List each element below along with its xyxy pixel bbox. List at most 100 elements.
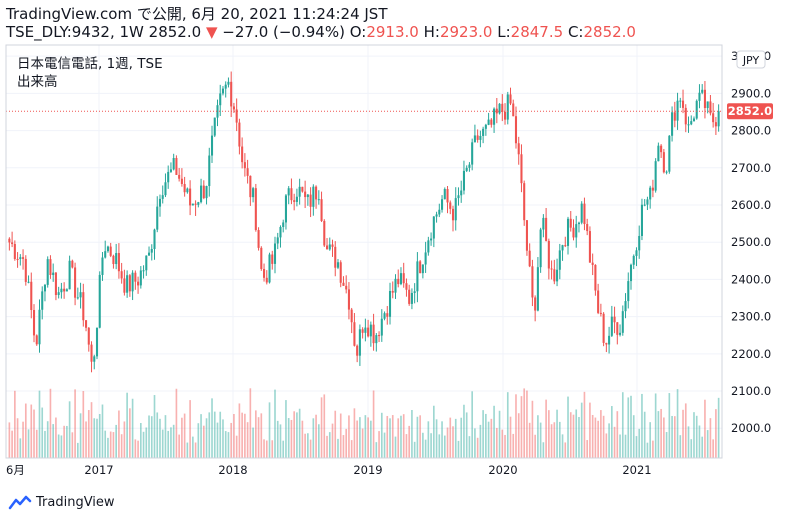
volume-bar xyxy=(238,403,241,458)
volume-bar xyxy=(665,432,668,458)
candle-body xyxy=(695,100,698,119)
candle-body xyxy=(460,190,463,196)
volume-bar xyxy=(71,432,74,458)
candle-body xyxy=(210,135,214,156)
volume-bar xyxy=(323,394,326,458)
candle-body xyxy=(610,316,613,336)
candle-body xyxy=(479,135,482,140)
volume-bar xyxy=(479,424,482,458)
candle-body xyxy=(701,89,704,93)
chart-grid xyxy=(6,45,722,458)
candle-body xyxy=(325,245,329,250)
volume-bar xyxy=(175,388,178,458)
candle-body xyxy=(646,199,649,205)
volume-bar xyxy=(178,434,180,458)
candle-body xyxy=(112,255,115,265)
candle-body xyxy=(449,202,452,209)
volume-bar xyxy=(424,439,427,458)
candle-body xyxy=(183,183,186,193)
volume-bar xyxy=(307,433,309,458)
time-axis[interactable]: 6月 2017 2018 2019 2020 2021 xyxy=(6,463,652,477)
candle-body xyxy=(194,203,197,205)
candle-body xyxy=(32,310,36,336)
volume-bar xyxy=(118,410,120,458)
candle-body xyxy=(22,257,25,259)
candle-body xyxy=(572,227,575,238)
volume-bar xyxy=(137,440,139,458)
volume-bar xyxy=(134,439,137,458)
volume-bar xyxy=(38,390,41,458)
candle-body xyxy=(35,335,38,345)
volume-bar xyxy=(652,440,654,458)
candle-body xyxy=(87,327,90,345)
candle-body xyxy=(627,281,630,302)
candle-body xyxy=(413,291,416,293)
volume-bar xyxy=(526,390,528,458)
volume-bar xyxy=(8,422,11,458)
candle-body xyxy=(550,268,553,270)
candle-body xyxy=(219,93,222,106)
y-tick-label: 2900.0 xyxy=(731,86,771,100)
candle-body xyxy=(24,258,27,282)
volume-bar xyxy=(405,434,408,458)
volume-bar xyxy=(397,418,400,458)
volume-bar xyxy=(643,411,646,458)
volume-bar xyxy=(107,437,109,458)
candle-body xyxy=(556,269,559,282)
volume-bar xyxy=(408,425,411,458)
candle-body xyxy=(142,270,145,272)
currency-button[interactable]: JPY xyxy=(736,50,766,69)
candle-body xyxy=(586,224,589,232)
currency-label: JPY xyxy=(742,54,760,67)
candle-body xyxy=(106,246,109,252)
volume-bar xyxy=(104,430,107,458)
volume-bar xyxy=(131,398,134,458)
candle-body xyxy=(405,283,408,290)
volume-bar xyxy=(85,421,87,458)
plot-frame xyxy=(5,44,723,459)
candle-body xyxy=(115,253,118,265)
volume-bar xyxy=(575,409,578,458)
candle-body xyxy=(706,101,709,109)
candle-body xyxy=(419,261,422,274)
volume-bar xyxy=(216,422,219,458)
candle-body xyxy=(205,186,208,199)
candle-body xyxy=(323,220,326,246)
candle-body xyxy=(93,356,96,362)
volume-bar xyxy=(79,413,82,458)
volume-bar xyxy=(476,437,479,458)
candle-body xyxy=(19,257,22,259)
candle-body xyxy=(394,278,397,293)
volume-bar xyxy=(213,411,216,458)
volume-bar xyxy=(485,413,487,458)
y-tick-label: 2500.0 xyxy=(731,235,771,249)
price-axis[interactable]: 2000.0 2100.0 2200.0 2300.0 2400.0 2500.0 2600… xyxy=(731,49,771,435)
volume-bar xyxy=(192,436,194,458)
candle-body xyxy=(76,297,79,299)
candle-body xyxy=(599,312,602,314)
volume-bar xyxy=(621,392,624,458)
volume-bar xyxy=(569,412,572,458)
open-value: 2913.0 xyxy=(366,23,419,41)
volume-bar xyxy=(380,412,383,458)
footer-brand[interactable]: TradingView xyxy=(8,494,115,510)
candle-body xyxy=(238,122,241,147)
volume-bar xyxy=(712,439,714,458)
candle-body xyxy=(200,185,203,203)
volume-bar xyxy=(602,415,605,458)
candle-body xyxy=(364,327,367,333)
volume-bar xyxy=(55,417,57,458)
volume-bar xyxy=(446,427,449,458)
y-tick-label: 2600.0 xyxy=(731,198,771,212)
volume-bar xyxy=(509,416,512,458)
candle-body xyxy=(575,224,578,238)
candle-body xyxy=(673,112,676,121)
volume-bar xyxy=(671,415,673,458)
candle-body xyxy=(60,288,63,293)
volume-bar xyxy=(96,418,98,458)
low-value: 2847.5 xyxy=(510,23,564,41)
volume-bar xyxy=(331,423,334,458)
candle-body xyxy=(109,246,112,256)
candle-body xyxy=(487,119,490,125)
